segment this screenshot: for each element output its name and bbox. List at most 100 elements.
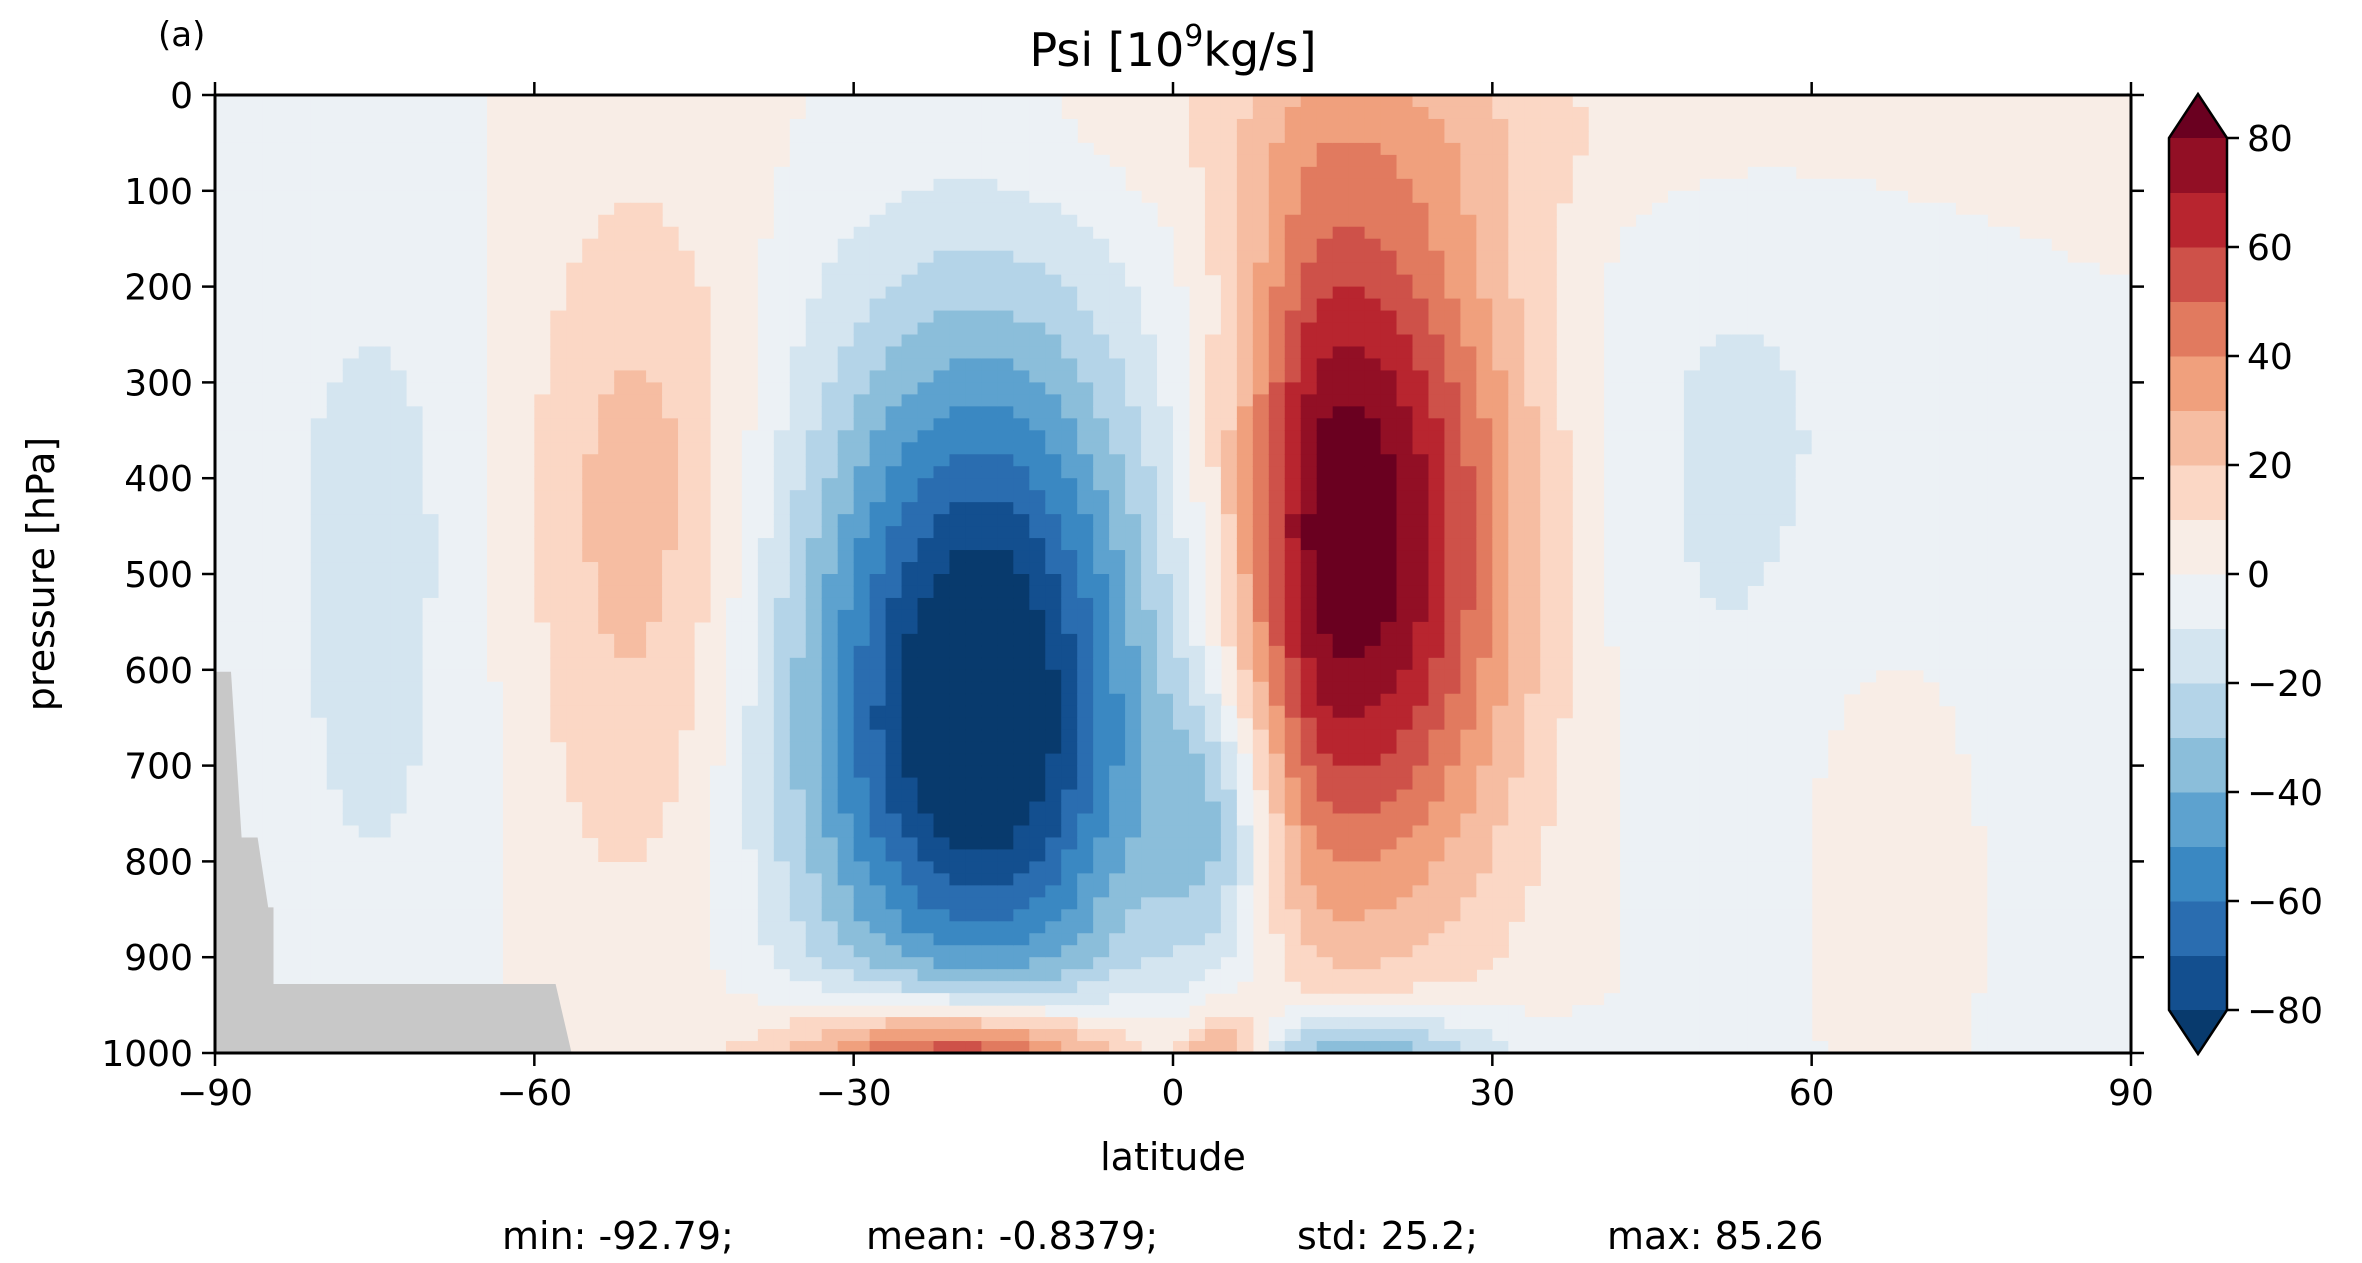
contour-cell-2329: [821, 789, 839, 803]
contour-cell-2532: [869, 382, 887, 395]
contour-cell-4491: [1300, 142, 1318, 156]
contour-cell-2565: [869, 777, 887, 791]
contour-cell-1168: [438, 669, 456, 683]
contour-cell-2031: [757, 885, 775, 898]
contour-cell-4005: [1173, 813, 1190, 827]
contour-cell-2632: [885, 633, 903, 647]
contour-cell-508: [310, 430, 328, 443]
contour-cell-4628: [1316, 837, 1334, 851]
contour-cell-4479: [1284, 933, 1302, 946]
contour-cell-445: [294, 633, 312, 647]
contour-cell-3574: [1077, 609, 1094, 623]
contour-cell-3637: [1093, 478, 1110, 491]
contour-cell-3929: [1157, 633, 1174, 647]
contour-cell-1751: [646, 705, 663, 719]
contour-cell-4489: [1300, 118, 1318, 132]
contour-cell-2229: [805, 538, 823, 551]
contour-cell-913: [390, 490, 408, 503]
contour-cell-3741: [1109, 849, 1126, 862]
contour-cell-3092: [981, 466, 998, 479]
contour-cell-3687: [1109, 202, 1126, 216]
contour-cell-1397: [534, 418, 551, 431]
contour-cell-4138: [1220, 178, 1238, 192]
contour-cell-4659: [1332, 262, 1350, 276]
contour-cell-1291: [470, 226, 488, 240]
contour-cell-1562: [598, 418, 615, 431]
contour-cell-4735: [1348, 226, 1366, 240]
contour-cell-2727: [901, 825, 919, 839]
contour-cell-2684: [901, 310, 919, 324]
contour-cell-4805: [1364, 118, 1382, 132]
contour-cell-570: [326, 214, 344, 228]
contour-cell-2695: [901, 442, 919, 455]
contour-cell-2991: [965, 202, 982, 216]
contour-cell-752: [358, 478, 376, 491]
contour-cell-3571: [1077, 574, 1094, 587]
contour-cell-2410: [837, 813, 855, 827]
contour-cell-1645: [614, 753, 631, 767]
contour-cell-1673: [630, 430, 647, 443]
contour-cell-218: [246, 789, 264, 803]
contour-cell-4584: [1316, 310, 1334, 324]
contour-cell-607: [326, 657, 344, 671]
contour-cell-2418: [837, 909, 855, 922]
contour-cell-786: [358, 885, 376, 898]
contour-cell-630: [326, 933, 344, 946]
contour-cell-2909: [949, 166, 967, 180]
contour-cell-4547: [1300, 813, 1318, 827]
contour-cell-3694: [1109, 286, 1126, 300]
contour-cell-4887: [1380, 154, 1398, 168]
contour-cell-2089: [773, 717, 791, 731]
contour-cell-3943: [1157, 801, 1174, 815]
contour-cell-1698: [630, 729, 647, 743]
contour-cell-4435: [1284, 406, 1302, 419]
contour-cell-1591: [598, 765, 615, 779]
contour-cell-3030: [965, 669, 982, 683]
chart-title-superscript: 9: [1184, 19, 1203, 54]
contour-cell-1630: [614, 574, 631, 587]
contour-cell-3149: [997, 202, 1014, 216]
contour-cell-4185: [1220, 801, 1238, 815]
contour-cell-2268: [805, 1017, 823, 1030]
contour-cell-254: [262, 262, 280, 276]
contour-cell-782: [358, 837, 376, 851]
contour-cell-1960: [741, 801, 759, 815]
contour-cell-1925: [725, 957, 743, 970]
contour-cell-3380: [1045, 130, 1062, 144]
contour-cell-3666: [1093, 825, 1110, 839]
contour-cell-773: [358, 729, 376, 743]
contour-cell-4866: [1364, 849, 1382, 862]
contour-cell-2688: [901, 358, 919, 372]
contour-cell-4301: [1252, 370, 1270, 383]
contour-cell-3585: [1077, 741, 1094, 755]
contour-cell-597: [326, 538, 344, 551]
contour-cell-2509: [869, 106, 887, 120]
contour-cell-2417: [837, 897, 855, 910]
contour-cell-743: [358, 370, 376, 383]
contour-cell-1704: [630, 801, 647, 815]
contour-cell-1563: [598, 430, 615, 443]
contour-cell-2094: [773, 777, 791, 791]
contour-cell-392: [278, 957, 296, 970]
contour-cell-1210: [454, 214, 472, 228]
contour-cell-4754: [1348, 454, 1366, 467]
contour-cell-4523: [1300, 526, 1318, 539]
contour-cell-1304: [470, 382, 488, 395]
contour-cell-595: [326, 514, 344, 527]
contour-cell-3552: [1077, 346, 1094, 360]
contour-cell-1849: [678, 717, 695, 731]
contour-cell-216: [246, 765, 264, 779]
contour-cell-4966: [1396, 154, 1414, 168]
contour-cell-1943: [741, 597, 759, 611]
contour-cell-2605: [885, 310, 903, 324]
contour-cell-2000: [757, 514, 775, 527]
contour-cell-3905: [1157, 346, 1174, 360]
contour-cell-2289: [821, 310, 839, 324]
contour-cell-2038: [757, 969, 775, 982]
contour-cell-2798: [917, 729, 935, 743]
contour-cell-1620: [614, 454, 631, 467]
contour-cell-4094: [1204, 406, 1222, 419]
contour-cell-2827: [933, 130, 951, 144]
contour-cell-3107: [981, 645, 998, 659]
contour-cell-2238: [805, 645, 823, 659]
